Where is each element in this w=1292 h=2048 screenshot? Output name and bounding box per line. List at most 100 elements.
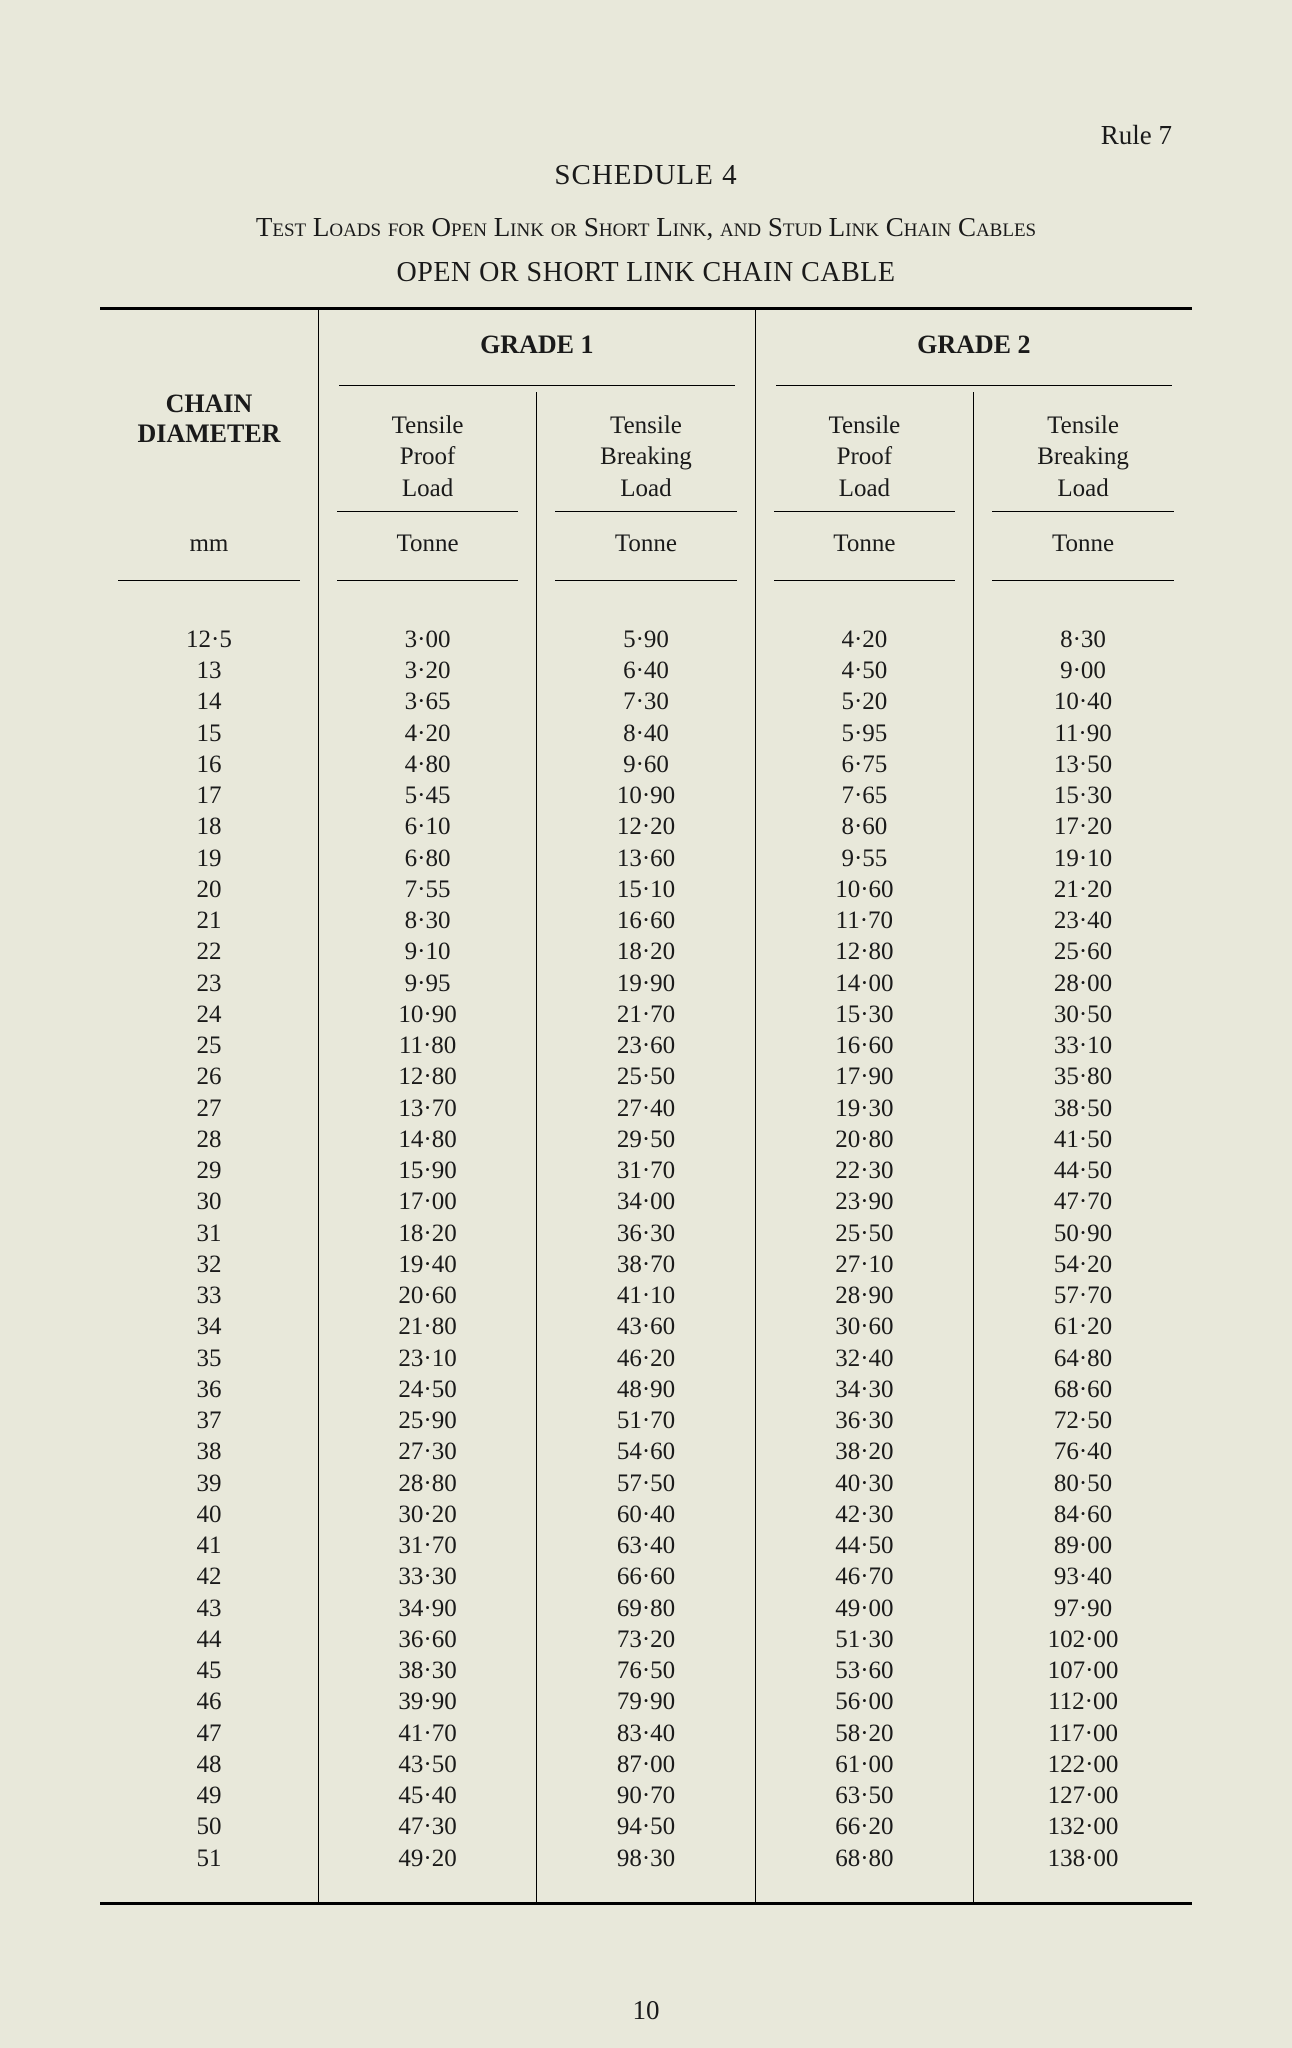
table-cell: 66·60 [537, 1561, 755, 1592]
table-cell: 34 [100, 1311, 318, 1342]
table-row: 4436·6073·2051·30102·00 [100, 1624, 1192, 1655]
table-cell: 49 [100, 1780, 318, 1811]
table-cell: 57·70 [974, 1280, 1192, 1311]
table-row: 5047·3094·5066·20132·00 [100, 1811, 1192, 1842]
table-cell: 21·70 [537, 999, 755, 1030]
table-cell: 56·00 [755, 1686, 973, 1717]
table-cell: 12·80 [318, 1061, 536, 1092]
table-cell: 15 [100, 718, 318, 749]
table-cell: 23·60 [537, 1030, 755, 1061]
table-cell: 38·20 [755, 1436, 973, 1467]
table-row: 3725·9051·7036·3072·50 [100, 1405, 1192, 1436]
table-cell: 30 [100, 1186, 318, 1217]
col-header-grade2: GRADE 2 [755, 309, 1192, 393]
table-row: 3928·8057·5040·3080·50 [100, 1468, 1192, 1499]
table-row: 239·9519·9014·0028·00 [100, 968, 1192, 999]
table-cell: 33 [100, 1280, 318, 1311]
table-cell: 46 [100, 1686, 318, 1717]
table-cell: 73·20 [537, 1624, 755, 1655]
table-cell: 23·90 [755, 1186, 973, 1217]
document-page: Rule 7 SCHEDULE 4 Test Loads for Open Li… [0, 0, 1292, 2048]
table-cell: 112·00 [974, 1686, 1192, 1717]
table-cell: 29 [100, 1155, 318, 1186]
table-cell: 12·80 [755, 936, 973, 967]
table-cell: 9·60 [537, 749, 755, 780]
table-cell: 9·95 [318, 968, 536, 999]
table-cell: 50·90 [974, 1218, 1192, 1249]
table-cell: 43 [100, 1593, 318, 1624]
unit-tonne-2: Tonne [537, 514, 755, 574]
table-cell: 64·80 [974, 1343, 1192, 1374]
table-cell: 60·40 [537, 1499, 755, 1530]
table-cell: 19 [100, 843, 318, 874]
rule-reference: Rule 7 [100, 120, 1192, 151]
table-row: 2511·8023·6016·6033·10 [100, 1030, 1192, 1061]
table-cell: 14·80 [318, 1124, 536, 1155]
table-cell: 18·20 [318, 1218, 536, 1249]
table-cell: 33·10 [974, 1030, 1192, 1061]
table-cell: 36·30 [755, 1405, 973, 1436]
table-row: 196·8013·609·5519·10 [100, 843, 1192, 874]
table-cell: 138·00 [974, 1843, 1192, 1902]
table-cell: 42·30 [755, 1499, 973, 1530]
table-row: 2612·8025·5017·9035·80 [100, 1061, 1192, 1092]
table-row: 3219·4038·7027·1054·20 [100, 1249, 1192, 1280]
table-cell: 25·50 [537, 1061, 755, 1092]
table-cell: 132·00 [974, 1811, 1192, 1842]
table-cell: 38 [100, 1436, 318, 1467]
table-row: 133·206·404·509·00 [100, 655, 1192, 686]
table-cell: 39 [100, 1468, 318, 1499]
table-cell: 14·00 [755, 968, 973, 999]
table-cell: 4·80 [318, 749, 536, 780]
table-cell: 25 [100, 1030, 318, 1061]
table-row: 207·5515·1010·6021·20 [100, 874, 1192, 905]
table-cell: 40 [100, 1499, 318, 1530]
table-cell: 6·40 [537, 655, 755, 686]
table-cell: 10·90 [318, 999, 536, 1030]
unit-tonne-3: Tonne [755, 514, 973, 574]
table-cell: 16·60 [537, 905, 755, 936]
table-cell: 23 [100, 968, 318, 999]
table-cell: 94·50 [537, 1811, 755, 1842]
table-row: 4030·2060·4042·3084·60 [100, 1499, 1192, 1530]
table-cell: 54·20 [974, 1249, 1192, 1280]
table-cell: 16 [100, 749, 318, 780]
table-cell: 14 [100, 686, 318, 717]
col-header-grade1: GRADE 1 [318, 309, 755, 393]
table-cell: 49·20 [318, 1843, 536, 1902]
table-row: 4639·9079·9056·00112·00 [100, 1686, 1192, 1717]
table-row: 154·208·405·9511·90 [100, 718, 1192, 749]
table-cell: 26 [100, 1061, 318, 1092]
table-cell: 61·20 [974, 1311, 1192, 1342]
table-cell: 48 [100, 1749, 318, 1780]
table-cell: 4·20 [755, 588, 973, 655]
table-cell: 13·70 [318, 1093, 536, 1124]
table-cell: 97·90 [974, 1593, 1192, 1624]
table-cell: 34·00 [537, 1186, 755, 1217]
table-cell: 19·10 [974, 843, 1192, 874]
table-cell: 107·00 [974, 1655, 1192, 1686]
col-subheader-g2-breaking: Tensile Breaking Load [974, 392, 1192, 514]
table-cell: 13 [100, 655, 318, 686]
table-cell: 31·70 [537, 1155, 755, 1186]
table-cell: 31·70 [318, 1530, 536, 1561]
table-cell: 35 [100, 1343, 318, 1374]
table-body: 12·53·005·904·208·30133·206·404·509·0014… [100, 588, 1192, 1902]
table-row: 164·809·606·7513·50 [100, 749, 1192, 780]
table-row: 4843·5087·0061·00122·00 [100, 1749, 1192, 1780]
table-cell: 15·30 [974, 780, 1192, 811]
table-cell: 21 [100, 905, 318, 936]
table-cell: 15·10 [537, 874, 755, 905]
table-cell: 16·60 [755, 1030, 973, 1061]
table-cell: 9·55 [755, 843, 973, 874]
table-cell: 8·60 [755, 811, 973, 842]
table-cell: 89·00 [974, 1530, 1192, 1561]
test-loads-table: CHAIN DIAMETER GRADE 1 GRADE 2 Tensile P… [100, 307, 1192, 1902]
table-cell: 36 [100, 1374, 318, 1405]
table-cell: 34·30 [755, 1374, 973, 1405]
table-cell: 23·40 [974, 905, 1192, 936]
table-cell: 36·30 [537, 1218, 755, 1249]
table-cell: 25·90 [318, 1405, 536, 1436]
table-row: 2410·9021·7015·3030·50 [100, 999, 1192, 1030]
table-cell: 18·20 [537, 936, 755, 967]
